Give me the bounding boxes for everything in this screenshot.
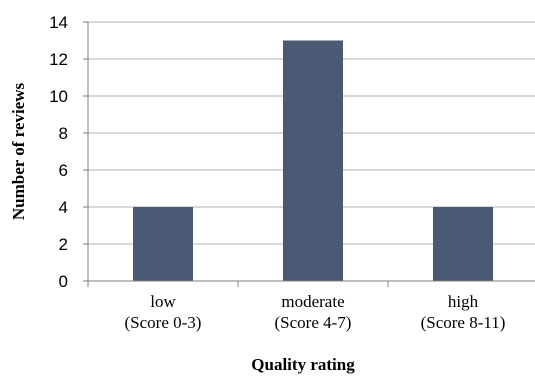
x-tick-label: (Score 4-7) — [275, 313, 352, 332]
y-tick-label: 14 — [49, 13, 68, 32]
x-tick-labels: low (Score 0-3) moderate (Score 4-7) high (Sc… — [125, 292, 506, 332]
y-tick-label: 4 — [59, 198, 68, 217]
y-tick-label: 8 — [59, 124, 68, 143]
x-tick-label: (Score 0-3) — [125, 313, 202, 332]
y-tick-label: 0 — [59, 272, 68, 291]
axes — [83, 21, 535, 287]
y-tick-label: 2 — [59, 235, 68, 254]
x-tick-label: low — [150, 292, 176, 311]
x-tick-label: (Score 8-11) — [421, 313, 506, 332]
y-axis-title: Number of reviews — [9, 83, 28, 221]
bars — [133, 40, 493, 281]
x-axis-title: Quality rating — [251, 355, 355, 374]
y-tick-label: 10 — [49, 87, 68, 106]
bar — [283, 40, 343, 281]
y-tick-label: 12 — [49, 50, 68, 69]
bar — [433, 207, 493, 281]
x-tick-label: high — [448, 292, 479, 311]
y-tick-labels: 0 2 4 6 8 10 12 14 — [49, 13, 68, 291]
y-tick-label: 6 — [59, 161, 68, 180]
bar — [133, 207, 193, 281]
x-tick-label: moderate — [281, 292, 344, 311]
